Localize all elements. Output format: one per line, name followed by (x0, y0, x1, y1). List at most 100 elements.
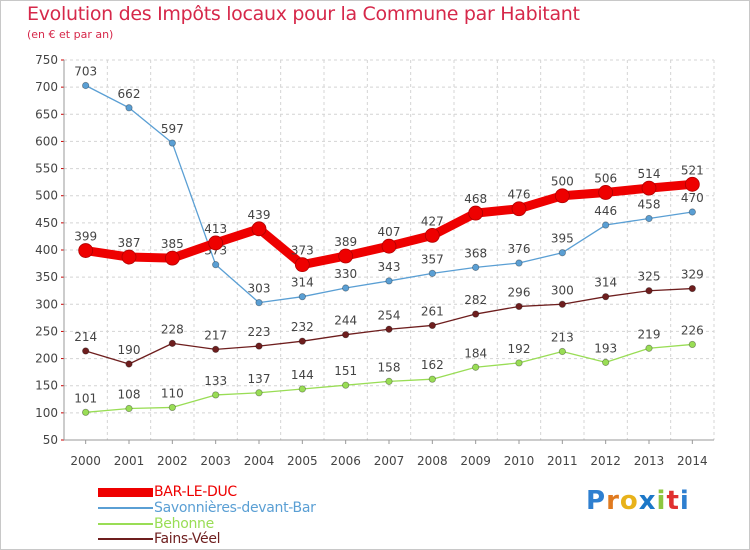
data-label: 399 (74, 230, 97, 244)
data-point (255, 342, 263, 350)
data-point (515, 302, 523, 311)
data-point (212, 391, 220, 399)
data-point (168, 339, 176, 347)
data-point (472, 263, 480, 271)
data-point (338, 248, 354, 264)
x-tick-label: 2006 (330, 454, 361, 468)
legend-label: Savonnières-devant-Bar (154, 500, 316, 516)
data-label: 226 (681, 323, 704, 337)
y-tick-label: 450 (35, 216, 58, 230)
y-tick-label: 100 (35, 406, 58, 420)
data-point (645, 287, 653, 295)
data-label: 413 (204, 222, 227, 236)
data-label: 314 (291, 276, 314, 290)
data-point (255, 389, 263, 397)
y-tick-label: 700 (35, 80, 58, 94)
data-label: 261 (421, 304, 444, 318)
data-label: 514 (638, 167, 661, 181)
data-label: 144 (291, 368, 314, 382)
x-tick-label: 2000 (70, 454, 101, 468)
data-point (602, 358, 610, 366)
y-tick-label: 150 (35, 379, 58, 393)
data-label: 325 (638, 270, 661, 284)
data-point (208, 235, 224, 251)
x-tick-label: 2003 (200, 454, 231, 468)
x-tick-label: 2012 (590, 454, 621, 468)
x-tick-label: 2010 (504, 454, 535, 468)
data-point (164, 250, 180, 266)
data-label: 213 (551, 331, 574, 345)
x-tick-label: 2002 (157, 454, 188, 468)
data-label: 217 (204, 328, 227, 342)
data-label: 506 (594, 171, 617, 185)
data-label: 303 (248, 282, 271, 296)
x-tick-label: 2004 (244, 454, 275, 468)
data-label: 387 (118, 236, 141, 250)
data-point (645, 214, 653, 223)
data-label: 110 (161, 386, 184, 400)
x-tick-label: 2013 (634, 454, 665, 468)
chart-subtitle: (en € et par an) (27, 28, 114, 41)
data-point (82, 347, 90, 355)
x-tick-label: 2007 (374, 454, 405, 468)
x-tick-label: 2001 (114, 454, 145, 468)
data-label: 101 (74, 391, 97, 405)
data-label: 219 (638, 327, 661, 341)
logo-letter: i (656, 486, 667, 516)
legend-item-behonne: Behonne (98, 516, 214, 532)
logo-letter: o (619, 486, 639, 516)
x-tick-label: 2011 (547, 454, 578, 468)
data-point (82, 81, 90, 90)
data-point (645, 344, 653, 352)
data-point (342, 284, 350, 292)
data-point (251, 221, 267, 237)
data-point (641, 180, 657, 196)
data-point (212, 261, 220, 269)
data-label: 162 (421, 358, 444, 372)
data-point (121, 249, 137, 265)
legend-swatch (98, 487, 153, 497)
legend-label: Fains-Véel (154, 531, 221, 547)
data-point (78, 243, 94, 258)
data-point (554, 188, 570, 204)
data-label: 300 (551, 283, 574, 297)
data-point (125, 404, 133, 413)
data-label: 133 (204, 374, 227, 388)
data-label: 385 (161, 237, 184, 251)
data-label: 468 (464, 192, 487, 206)
data-label: 389 (334, 235, 357, 249)
data-point (212, 345, 220, 353)
data-point (424, 227, 440, 243)
data-label: 223 (248, 325, 271, 339)
data-point (472, 363, 480, 371)
data-label: 439 (248, 208, 271, 222)
logo-letter: r (606, 486, 620, 516)
data-point (515, 359, 523, 367)
data-point (428, 321, 436, 330)
logo-letter: t (666, 486, 680, 516)
proxiti-logo: Proxiti (586, 486, 690, 516)
data-label: 343 (378, 260, 401, 274)
data-point (342, 331, 350, 339)
data-point (558, 347, 566, 356)
data-label: 458 (638, 198, 661, 212)
data-label: 184 (464, 346, 487, 360)
data-label: 368 (464, 246, 487, 260)
data-label: 357 (421, 252, 444, 266)
y-tick-label: 650 (35, 107, 58, 121)
data-point (558, 249, 566, 257)
y-tick-label: 300 (35, 297, 58, 311)
y-tick-label: 600 (35, 134, 58, 148)
data-point (168, 403, 176, 412)
logo-letter: P (586, 486, 607, 516)
legend-item-fains-veel: Fains-Véel (98, 531, 221, 547)
data-point (342, 381, 350, 389)
data-point (558, 300, 566, 308)
data-point (688, 208, 696, 216)
legend-item-bar-le-duc: BAR-LE-DUC (98, 484, 237, 500)
data-point (468, 205, 484, 221)
legend-swatch (98, 507, 153, 509)
data-label: 254 (378, 308, 401, 322)
x-tick-label: 2009 (460, 454, 491, 468)
data-label: 446 (594, 204, 617, 218)
